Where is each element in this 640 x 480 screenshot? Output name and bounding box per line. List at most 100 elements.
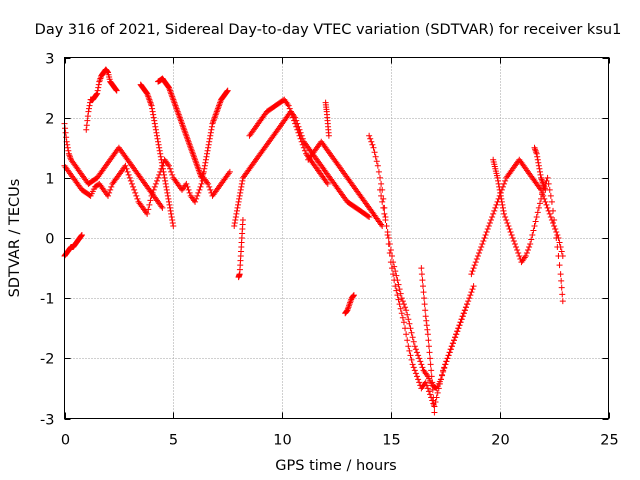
data-point (478, 244, 485, 251)
data-point (159, 204, 166, 211)
data-point (470, 265, 477, 272)
data-point (206, 135, 213, 142)
data-point (399, 314, 406, 321)
data-point (491, 207, 498, 214)
data-point (506, 225, 513, 232)
series-track-m (366, 132, 477, 410)
data-point (405, 316, 412, 323)
data-point (85, 108, 92, 115)
data-point (468, 289, 475, 296)
data-point (205, 180, 212, 187)
data-point (467, 292, 474, 299)
data-point (238, 180, 245, 187)
series-track-e (155, 75, 231, 181)
data-point (231, 219, 238, 226)
data-point (183, 180, 190, 187)
data-point (388, 253, 395, 260)
data-point (237, 189, 244, 196)
data-point (159, 165, 166, 172)
series-track-r (531, 144, 549, 193)
data-point (546, 210, 553, 217)
data-point (448, 343, 455, 350)
data-point (124, 168, 131, 175)
data-point (493, 201, 500, 208)
data-point (516, 253, 523, 260)
data-point (443, 358, 450, 365)
data-point (545, 180, 552, 187)
data-point (558, 248, 565, 255)
data-point (429, 379, 436, 386)
data-point (485, 222, 492, 229)
data-point (446, 349, 453, 356)
data-point (510, 238, 517, 245)
data-point (440, 368, 447, 375)
data-point (514, 247, 521, 254)
data-point (186, 189, 193, 196)
data-point (113, 86, 120, 93)
data-point (84, 117, 91, 124)
data-point (543, 201, 550, 208)
data-point (108, 183, 115, 190)
data-point (152, 123, 159, 130)
data-point (378, 192, 385, 199)
data-point (407, 352, 414, 359)
data-point (84, 113, 91, 120)
data-point (474, 253, 481, 260)
data-point (296, 132, 303, 139)
data-point (412, 370, 419, 377)
data-point (416, 355, 423, 362)
data-point (424, 331, 431, 338)
data-point (159, 162, 166, 169)
data-point (428, 373, 435, 380)
data-point (404, 337, 411, 344)
data-point (556, 239, 563, 246)
y-tick-label: 1 (45, 172, 54, 188)
data-point (469, 268, 476, 275)
data-point (366, 213, 373, 220)
data-point (94, 90, 101, 97)
data-point (482, 231, 489, 238)
data-point (62, 129, 69, 136)
data-point (421, 301, 428, 308)
data-point (300, 144, 307, 151)
data-point (550, 219, 557, 226)
data-point (481, 235, 488, 241)
data-point (113, 87, 120, 94)
data-point (394, 277, 401, 284)
data-point (151, 117, 158, 124)
data-point (419, 277, 426, 284)
data-point (208, 123, 215, 130)
data-point (502, 213, 509, 220)
data-point (470, 283, 477, 290)
series-track-a (61, 156, 233, 217)
data-point (453, 331, 460, 338)
data-point (381, 210, 388, 217)
data-point (553, 235, 560, 241)
data-point (185, 186, 192, 193)
data-point (201, 162, 208, 169)
data-point (539, 191, 546, 198)
data-point (151, 120, 158, 127)
data-point (483, 228, 490, 235)
data-point (421, 295, 428, 302)
series-track-o (418, 265, 438, 416)
data-point (206, 183, 213, 190)
data-point (285, 102, 292, 109)
data-point (403, 331, 410, 338)
data-point (153, 132, 160, 139)
data-point (462, 304, 469, 311)
data-point (508, 231, 515, 238)
data-point (393, 287, 400, 294)
data-point (480, 238, 487, 245)
data-point (498, 195, 505, 202)
y-tick-label: -2 (40, 352, 54, 368)
data-point (350, 292, 357, 299)
data-point (398, 295, 405, 302)
data-point (501, 180, 508, 187)
data-point (431, 403, 438, 410)
data-point (428, 367, 435, 374)
data-point (439, 372, 446, 379)
data-point (441, 365, 448, 372)
data-point (125, 171, 132, 178)
data-point (193, 195, 200, 202)
